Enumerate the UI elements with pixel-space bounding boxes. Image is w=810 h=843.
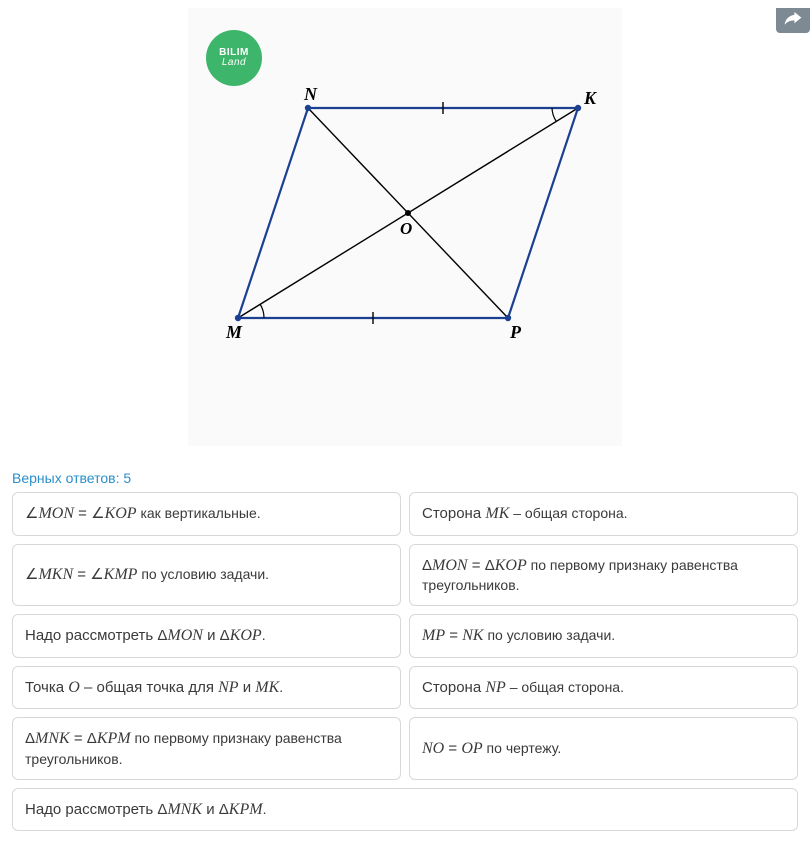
share-icon	[784, 12, 802, 26]
answer-option-6[interactable]: Точка O – общая точка для NP и MK.	[12, 666, 401, 710]
answer-options: ∠MON = ∠KOP как вертикальные. Сторона MK …	[0, 492, 810, 843]
answer-option-0[interactable]: ∠MON = ∠KOP как вертикальные.	[12, 492, 401, 536]
badge-line2: Land	[222, 58, 246, 69]
answer-option-text: Сторона MK – общая сторона.	[422, 503, 628, 525]
answer-option-5[interactable]: MP = NK по условию задачи.	[409, 614, 798, 658]
answer-option-text: MP = NK по условию задачи.	[422, 625, 615, 647]
bilim-land-badge: BILIM Land	[206, 30, 262, 86]
answer-option-4[interactable]: Надо рассмотреть ΔMON и ΔKOP.	[12, 614, 401, 658]
answer-option-text: ∠MON = ∠KOP как вертикальные.	[25, 503, 261, 525]
geometry-diagram: BILIM Land N K M P O	[188, 8, 622, 446]
label-P: P	[509, 322, 522, 342]
answer-option-10[interactable]: Надо рассмотреть ΔMNK и ΔKPM.	[12, 788, 798, 832]
answer-option-1[interactable]: Сторона MK – общая сторона.	[409, 492, 798, 536]
answer-option-text: Надо рассмотреть ΔMNK и ΔKPM.	[25, 799, 266, 821]
answer-option-9[interactable]: NO = OP по чертежу.	[409, 717, 798, 779]
parallelogram-svg: N K M P O	[218, 88, 598, 348]
answer-option-text: ΔMON = ΔKOP по первому признаку равенств…	[422, 555, 785, 595]
label-O: O	[400, 219, 412, 238]
answer-option-text: Точка O – общая точка для NP и MK.	[25, 677, 283, 699]
answer-option-text: ΔMNK = ΔKPM по первому признаку равенств…	[25, 728, 388, 768]
answer-option-8[interactable]: ΔMNK = ΔKPM по первому признаку равенств…	[12, 717, 401, 779]
answer-option-text: NO = OP по чертежу.	[422, 738, 561, 760]
answer-option-text: ∠MKN = ∠KMP по условию задачи.	[25, 564, 269, 586]
answer-option-text: Сторона NP – общая сторона.	[422, 677, 624, 699]
label-N: N	[303, 88, 318, 104]
share-button[interactable]	[776, 8, 810, 33]
answer-option-7[interactable]: Сторона NP – общая сторона.	[409, 666, 798, 710]
correct-answers-info: Верных ответов: 5	[12, 470, 810, 486]
answer-option-text: Надо рассмотреть ΔMON и ΔKOP.	[25, 625, 266, 647]
answer-option-2[interactable]: ∠MKN = ∠KMP по условию задачи.	[12, 544, 401, 606]
answer-option-3[interactable]: ΔMON = ΔKOP по первому признаку равенств…	[409, 544, 798, 606]
label-M: M	[225, 322, 243, 342]
label-K: K	[583, 88, 598, 108]
